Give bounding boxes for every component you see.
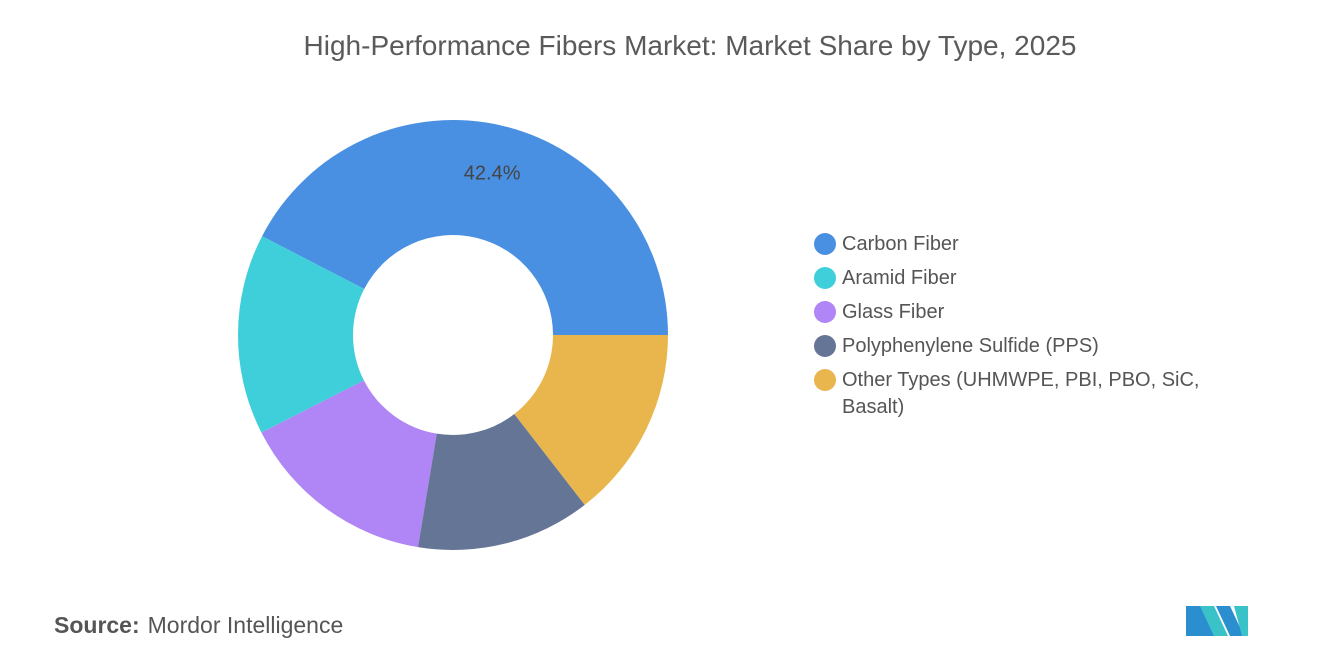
legend-item: Other Types (UHMWPE, PBI, PBO, SiC, Basa… (814, 367, 1234, 421)
legend-marker (814, 233, 836, 255)
donut-slice (261, 380, 437, 548)
legend-label: Carbon Fiber (842, 233, 959, 255)
legend: Carbon Fiber Aramid Fiber Glass Fiber Polyp… (814, 231, 1234, 428)
source-text: Mordor Intelligence (147, 612, 344, 638)
donut-slice (262, 119, 668, 335)
legend-label: Glass Fiber (842, 301, 945, 323)
legend-marker (814, 267, 836, 289)
donut-slice (514, 335, 668, 505)
data-label: 42.4% (464, 162, 521, 184)
source: Source: Mordor Intelligence (54, 612, 343, 639)
source-label: Source: (54, 612, 140, 638)
legend-item: Glass Fiber (814, 299, 1234, 326)
legend-item: Aramid Fiber (814, 265, 1234, 292)
legend-label: Polyphenylene Sulfide (PPS) (842, 335, 1099, 357)
legend-item: Polyphenylene Sulfide (PPS) (814, 333, 1234, 360)
donut-slice (418, 414, 585, 550)
legend-marker (814, 301, 836, 323)
legend-marker (814, 335, 836, 357)
legend-item: Carbon Fiber (814, 231, 1234, 258)
donut-slice (238, 236, 365, 433)
chart-title: High-Performance Fibers Market: Market S… (303, 30, 1077, 61)
logo (1186, 606, 1248, 636)
legend-marker (814, 369, 836, 391)
legend-label: Aramid Fiber (842, 267, 957, 289)
legend-label: Other Types (UHMWPE, PBI, PBO, SiC, Basa… (842, 369, 1200, 418)
